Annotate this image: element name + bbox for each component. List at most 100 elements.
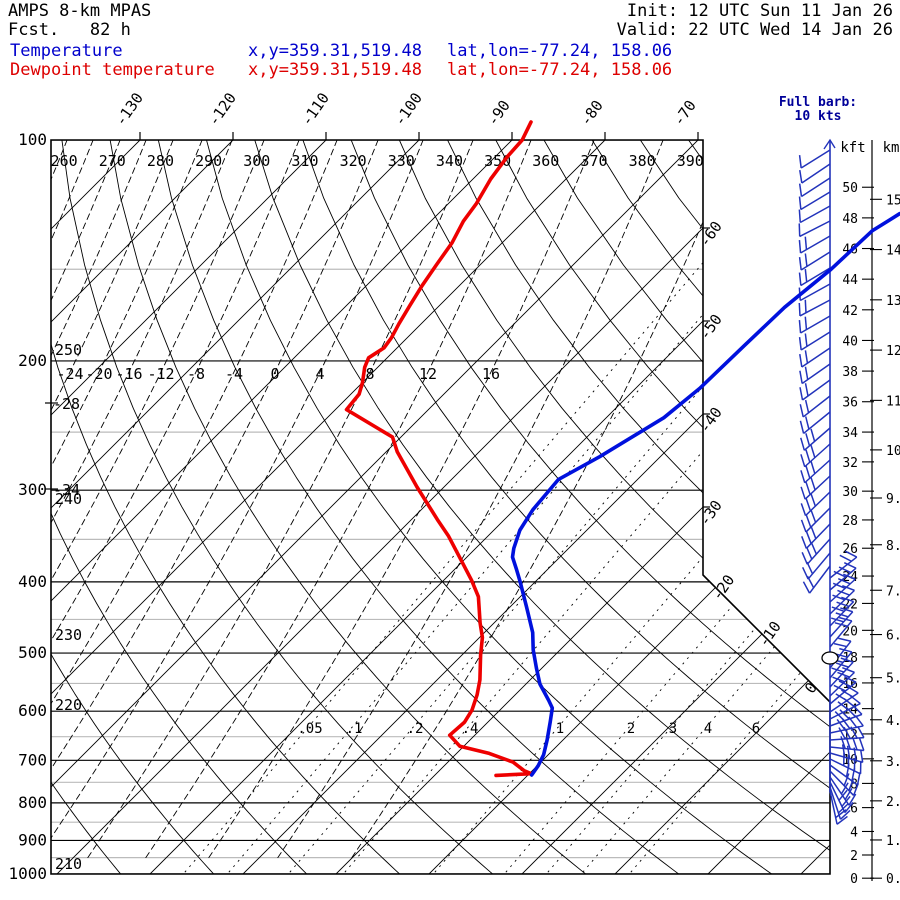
dry-adiabat-left-label: 220	[55, 696, 82, 714]
km-tick-label: 1.	[886, 834, 900, 849]
km-tick-label: 7.	[886, 584, 900, 599]
moist-adiabat-label: -8	[187, 365, 205, 383]
moist-adiabat-label: -4	[225, 365, 243, 383]
wind-staff-arrow	[823, 138, 836, 150]
model-title: AMPS 8-km MPAS	[8, 1, 152, 21]
dry-adiabat-top-label: 300	[243, 152, 270, 170]
pressure-tick-label: 400	[18, 572, 47, 591]
dry-adiabat-top-label: 390	[677, 152, 704, 170]
km-tick-label: 2.	[886, 795, 900, 810]
dry-adiabat-top-label: 370	[580, 152, 607, 170]
kft-tick-label: 48	[842, 212, 858, 227]
dry-adiabat-top-label: 330	[388, 152, 415, 170]
mixing-ratio-labels: .05 .1 .2 .4 1 2 3 4 6	[297, 721, 760, 737]
dry-adiabat-left-label: 230	[55, 626, 82, 644]
pressure-tick-label: 600	[18, 701, 47, 720]
kft-tick-label: 36	[842, 396, 858, 411]
wind-barbs	[798, 138, 865, 825]
kft-tick-label: 8	[850, 777, 858, 792]
kft-tick-label: 0	[850, 872, 858, 887]
moist-adiabat-label: -12	[147, 365, 174, 383]
dry-adiabat-top-label: 270	[99, 152, 126, 170]
dry-adiabat-left-label: 250	[55, 341, 82, 359]
pressure-tick-label: 200	[18, 351, 47, 370]
km-tick-label: 13.	[886, 294, 900, 309]
mixing-ratio-label: 1	[556, 721, 564, 737]
temperature-legend-label: Temperature	[10, 41, 123, 61]
kft-tick-label: 4	[850, 825, 858, 840]
dry-adiabat-top-label: 310	[291, 152, 318, 170]
moist-adiabat-lines	[51, 140, 738, 861]
dewpoint-trace	[344, 120, 534, 778]
wind-barb-legend: Full barb: 10 kts	[763, 96, 873, 124]
km-tick-label: 15.	[886, 193, 900, 208]
kft-tick-label: 32	[842, 456, 858, 471]
kft-tick-label: 20	[842, 624, 858, 639]
kft-tick-label: 38	[842, 365, 858, 380]
moist-adiabat-label: -20	[85, 365, 112, 383]
wind-barb-legend-line1: Full barb:	[778, 95, 858, 110]
moist-adiabat-label: 16	[482, 365, 500, 383]
pressure-major-gridlines	[51, 140, 830, 874]
moist-adiabat-label: 4	[315, 365, 324, 383]
pressure-tick-label: 900	[18, 830, 47, 849]
kft-tick-label: 30	[842, 485, 858, 500]
moist-adiabat-label: -16	[115, 365, 142, 383]
moist-adiabat-edge-label: -28	[53, 395, 80, 413]
pressure-minor-gridlines	[51, 268, 830, 859]
kft-tick-label: 44	[842, 273, 858, 288]
km-tick-label: 12.	[886, 344, 900, 359]
pressure-tick-label: 100	[18, 130, 47, 149]
moist-adiabat-edge-label: -34	[53, 481, 80, 499]
dry-adiabat-left-label: 240	[55, 490, 82, 508]
km-tick-label: 11.	[886, 394, 900, 409]
kft-tick-label: 28	[842, 514, 858, 529]
dry-adiabat-left-label: 210	[55, 855, 82, 873]
dry-adiabat-top-label: 280	[147, 152, 174, 170]
dry-adiabat-top-label: 260	[51, 152, 78, 170]
kft-tick-label: 34	[842, 426, 858, 441]
pressure-tick-label: 500	[18, 643, 47, 662]
km-tick-label: 5.	[886, 672, 900, 687]
dry-adiabat-top-label: 320	[340, 152, 367, 170]
pressure-axis: 100 200 300 400 500 600 700 800 900 1000	[8, 130, 47, 883]
mixing-ratio-label: .4	[462, 721, 479, 737]
pressure-tick-label: 300	[18, 480, 47, 499]
kft-tick-label: 2	[850, 849, 858, 864]
dry-adiabat-top-label: 380	[629, 152, 656, 170]
km-tick-label: 10.	[886, 444, 900, 459]
km-axis-title: km	[883, 140, 900, 156]
km-tick-label: 14.	[886, 244, 900, 259]
init-time: Init: 12 UTC Sun 11 Jan 26	[626, 1, 893, 21]
temperature-xy-readout: x,y=359.31,519.48	[248, 41, 422, 61]
moist-adiabat-label: 8	[365, 365, 374, 383]
moist-adiabat-labels: -24 -20 -16 -12 -8 -4 0 4 8 12 16 -28 -34	[45, 365, 500, 499]
altitude-scales: kftkm02468101214161820222426283032343638…	[840, 140, 900, 887]
pressure-tick-label: 1000	[8, 864, 47, 883]
km-tick-label: 0.	[886, 872, 900, 887]
km-tick-label: 4.	[886, 714, 900, 729]
dewpoint-xy-readout: x,y=359.31,519.48	[248, 60, 422, 80]
kft-tick-label: 42	[842, 304, 858, 319]
pressure-tick-label: 700	[18, 750, 47, 769]
dry-adiabat-top-label: 350	[484, 152, 511, 170]
mixing-ratio-label: 2	[627, 721, 635, 737]
mixing-ratio-label: 6	[752, 721, 760, 737]
moist-adiabat-label: -24	[56, 365, 83, 383]
km-tick-label: 9.	[886, 492, 900, 507]
km-tick-label: 3.	[886, 755, 900, 770]
kft-tick-label: 50	[842, 181, 858, 196]
moist-adiabat-label: 0	[270, 365, 279, 383]
mixing-ratio-label: .05	[297, 721, 322, 737]
temperature-latlon-readout: lat,lon=-77.24, 158.06	[447, 41, 673, 61]
calm-wind-circle	[821, 651, 839, 665]
kft-tick-label: 6	[850, 802, 858, 817]
km-tick-label: 8.	[886, 539, 900, 554]
km-tick-label: 6.	[886, 629, 900, 644]
kft-tick-label: 40	[842, 334, 858, 349]
mixing-ratio-label: .1	[346, 721, 363, 737]
dewpoint-legend-label: Dewpoint temperature	[10, 60, 215, 80]
dry-adiabat-top-label: 290	[195, 152, 222, 170]
kft-tick-label: 18	[842, 651, 858, 666]
